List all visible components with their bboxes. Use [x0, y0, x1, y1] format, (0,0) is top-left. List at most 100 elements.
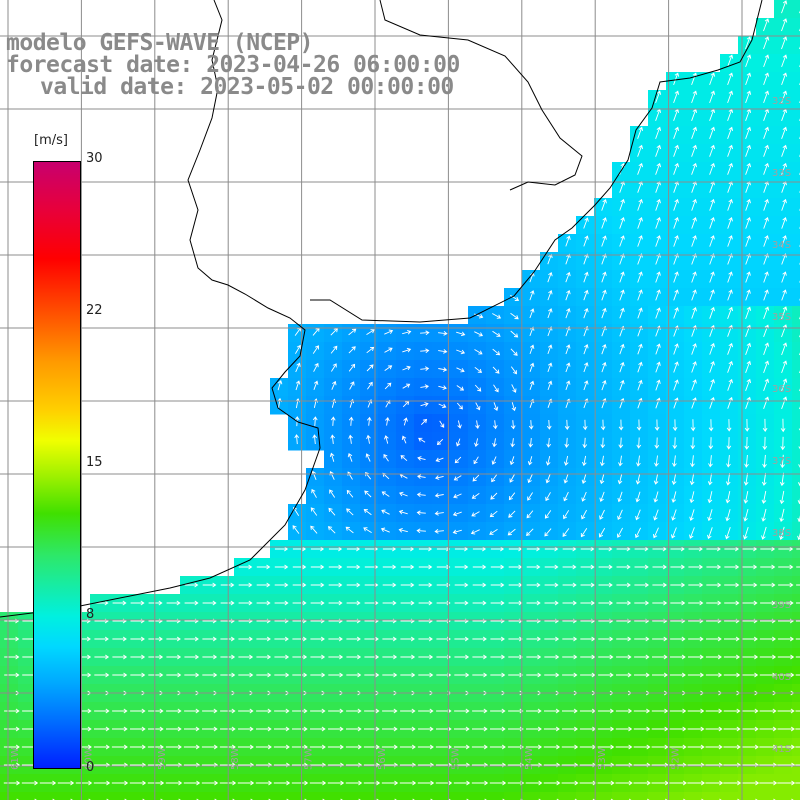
wind-vector-arrow: [547, 290, 553, 301]
wind-vector-arrow: [687, 726, 705, 732]
wind-vector-arrow: [634, 672, 650, 678]
wind-vector-arrow: [562, 564, 577, 570]
wind-vector-arrow: [579, 780, 597, 786]
wind-vector-arrow: [310, 564, 325, 570]
wind-vector-arrow: [581, 509, 587, 520]
wind-vector-arrow: [529, 362, 535, 372]
wind-vector-arrow: [400, 564, 415, 570]
wind-vector-arrow: [652, 564, 667, 570]
wind-vector-arrow: [727, 360, 734, 373]
wind-vector-arrow: [292, 726, 308, 732]
wind-vector-arrow: [130, 636, 145, 642]
wind-vector-arrow: [489, 529, 498, 535]
wind-vector-arrow: [510, 312, 519, 320]
wind-vector-arrow: [310, 726, 326, 732]
wind-vector-arrow: [652, 672, 668, 678]
wind-vector-arrow: [364, 490, 372, 498]
wind-vector-arrow: [348, 328, 357, 336]
colorbar-tick: 30: [86, 151, 103, 166]
latitude-label: 33S: [772, 168, 791, 179]
forecast-date: forecast date: 2023-04-26 06:00:00: [6, 52, 460, 78]
wind-vector-arrow: [691, 361, 697, 373]
wind-vector-arrow: [634, 546, 649, 552]
wind-vector-arrow: [743, 508, 749, 522]
wind-vector-arrow: [509, 456, 515, 466]
wind-vector-arrow: [544, 528, 552, 537]
wind-vector-arrow: [796, 566, 800, 568]
wind-vector-arrow: [346, 708, 362, 714]
wind-vector-arrow: [743, 491, 749, 504]
wind-vector-arrow: [727, 144, 734, 157]
wind-vector-arrow: [544, 672, 560, 678]
wind-vector-arrow: [400, 726, 416, 732]
wind-speed-cell: [162, 792, 181, 800]
wind-vector-arrow: [129, 780, 147, 786]
wind-vector-arrow: [312, 434, 318, 445]
wind-vector-arrow: [655, 90, 662, 104]
wind-vector-arrow: [510, 348, 518, 356]
wind-vector-arrow: [708, 455, 713, 468]
colorbar-tick: 0: [86, 760, 95, 775]
wind-vector-arrow: [580, 600, 595, 606]
longitude-label: 57W: [304, 747, 315, 770]
wind-vector-arrow: [709, 144, 716, 157]
wind-vector-arrow: [508, 708, 524, 714]
wind-speed-cell: [792, 558, 800, 577]
latitude-label: 41S: [772, 744, 791, 755]
wind-vector-arrow: [691, 397, 697, 409]
wind-vector-arrow: [727, 54, 734, 68]
wind-vector-arrow: [202, 672, 218, 678]
wind-vector-arrow: [456, 349, 466, 355]
wind-speed-cell: [504, 792, 523, 800]
wind-vector-arrow: [561, 744, 579, 750]
wind-vector-arrow: [655, 144, 662, 157]
wind-vector-arrow: [564, 437, 570, 449]
wind-vector-arrow: [742, 546, 758, 552]
wind-vector-arrow: [455, 438, 461, 447]
wind-speed-cell: [720, 792, 739, 800]
wind-vector-arrow: [598, 672, 614, 678]
wind-vector-arrow: [399, 491, 408, 497]
wind-vector-arrow: [456, 402, 463, 410]
wind-vector-arrow: [184, 672, 200, 678]
wind-vector-arrow: [75, 780, 93, 786]
wind-vector-arrow: [94, 708, 110, 714]
wind-vector-arrow: [727, 271, 733, 283]
wind-speed-cell: [324, 792, 343, 800]
wind-vector-arrow: [672, 455, 677, 467]
wind-vector-arrow: [781, 324, 788, 338]
wind-vector-arrow: [183, 744, 200, 750]
wind-vector-arrow: [402, 365, 411, 371]
wind-vector-arrow: [777, 780, 796, 786]
wind-speed-cell: [792, 54, 800, 73]
wind-vector-arrow: [456, 367, 465, 373]
wind-vector-arrow: [491, 456, 497, 465]
wind-vector-arrow: [583, 253, 589, 265]
wind-vector-arrow: [673, 271, 679, 283]
wind-vector-arrow: [760, 546, 776, 552]
wind-vector-arrow: [616, 654, 632, 660]
wind-vector-arrow: [779, 490, 785, 505]
wind-vector-arrow: [474, 438, 479, 447]
colorbar-tick: 8: [86, 607, 95, 622]
latitude-label: 32S: [772, 96, 791, 107]
wind-vector-arrow: [565, 308, 571, 319]
wind-vector-arrow: [508, 492, 516, 501]
wind-vector-arrow: [489, 780, 507, 786]
wind-vector-arrow: [691, 343, 697, 355]
wind-vector-arrow: [781, 72, 788, 86]
wind-vector-arrow: [583, 362, 589, 373]
wind-vector-arrow: [348, 434, 353, 444]
wind-vector-arrow: [745, 72, 752, 86]
wind-vector-arrow: [655, 379, 661, 391]
wind-vector-arrow: [652, 546, 667, 552]
wind-speed-cell: [684, 792, 703, 800]
wind-vector-arrow: [399, 780, 417, 786]
wind-speed-cell: [792, 36, 800, 55]
wind-vector-arrow: [687, 780, 706, 786]
wind-vector-arrow: [274, 564, 289, 570]
wind-vector-arrow: [529, 326, 535, 337]
wind-vector-arrow: [492, 313, 502, 319]
wind-vector-arrow: [403, 417, 408, 426]
wind-vector-arrow: [673, 126, 680, 139]
